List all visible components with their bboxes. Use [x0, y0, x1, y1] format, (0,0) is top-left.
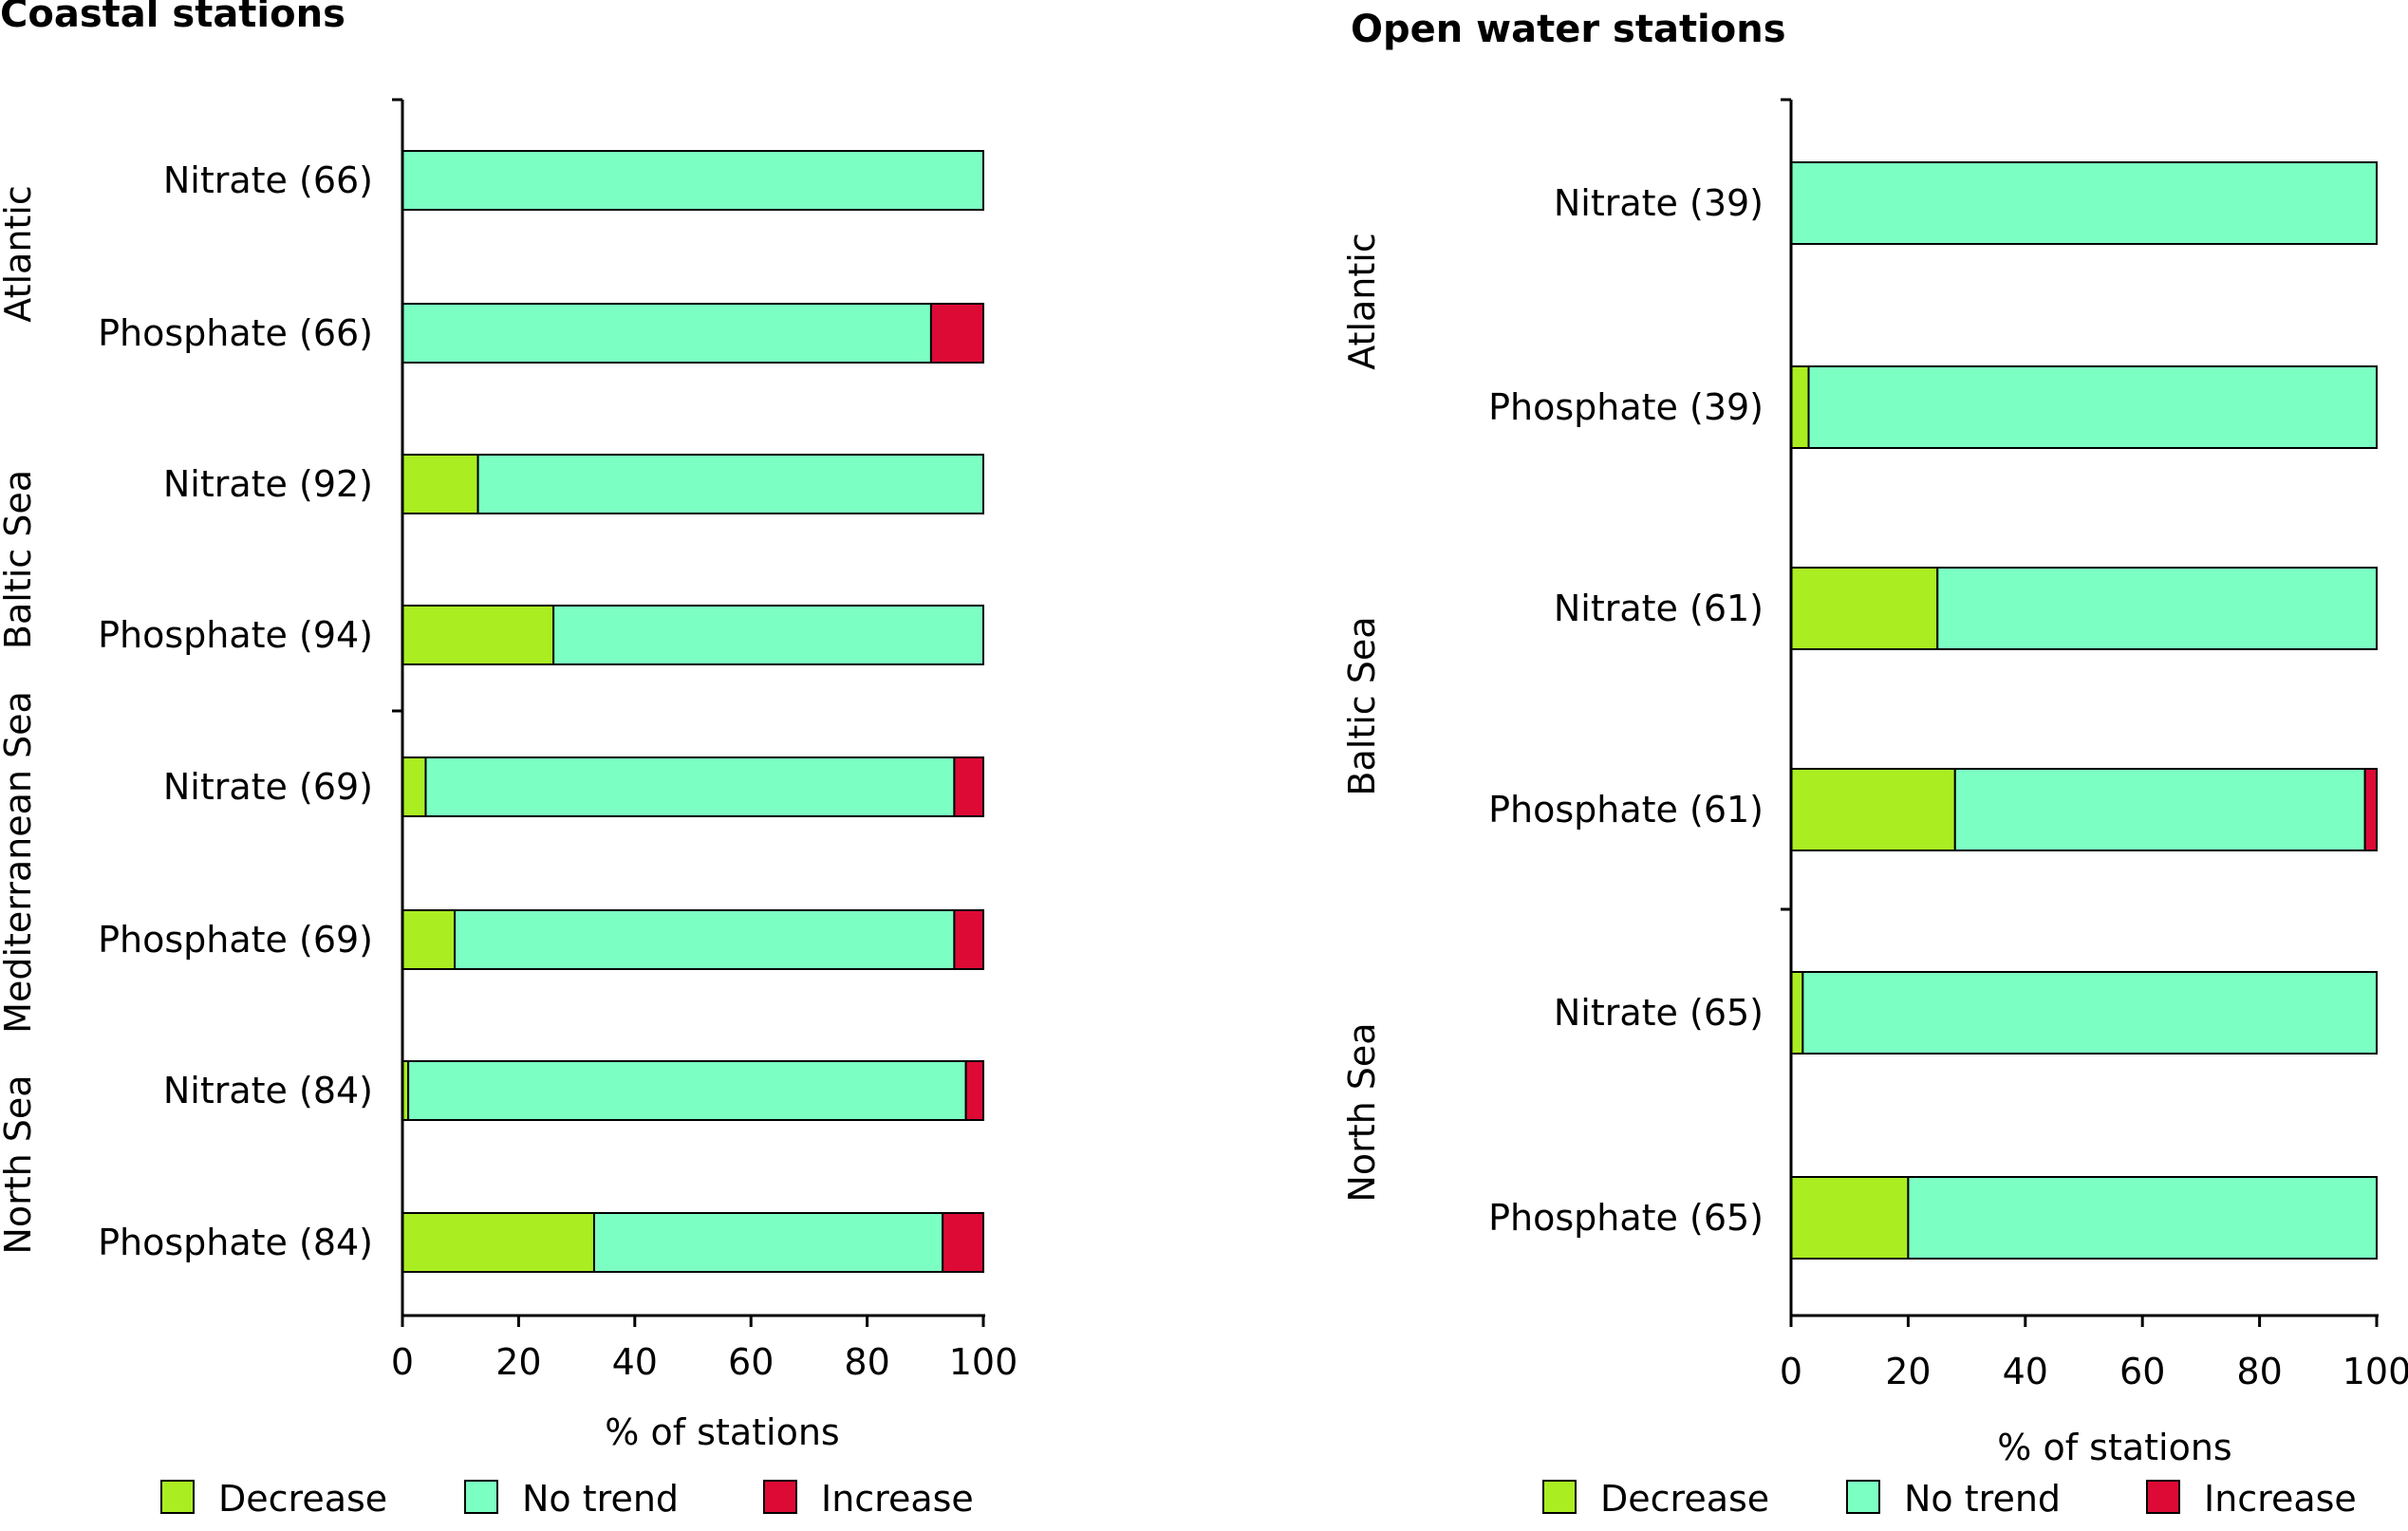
bar-segment-no-trend	[454, 909, 956, 970]
category-label: Phosphate (39)	[1488, 386, 1764, 428]
legend-swatch-decrease	[160, 1480, 195, 1514]
x-tick-label: 20	[495, 1341, 541, 1383]
bar-segment-decrease	[401, 1212, 595, 1273]
legend-label: Increase	[2204, 1478, 2357, 1520]
category-label: Phosphate (61)	[1488, 789, 1764, 831]
category-label: Nitrate (66)	[163, 159, 373, 201]
bar-segment-increase	[929, 303, 984, 364]
legend-swatch-no-trend	[1846, 1480, 1880, 1514]
category-label: Phosphate (84)	[98, 1222, 373, 1263]
open-water-chart-title: Open water stations	[1351, 8, 1786, 51]
x-tick-label: 40	[2003, 1351, 2048, 1392]
legend-label: No trend	[522, 1478, 679, 1520]
bar-segment-no-trend	[476, 454, 984, 514]
bar-segment-no-trend	[552, 605, 984, 665]
x-tick-label: 100	[2343, 1351, 2408, 1392]
category-label: Nitrate (61)	[1554, 588, 1764, 629]
bar-segment-no-trend	[1936, 567, 2378, 650]
bar-segment-decrease	[401, 756, 427, 817]
bar-segment-no-trend	[1953, 768, 2366, 851]
open-water-stations-panel: Open water stations Nitrate (39) Phosphat…	[1341, 8, 2408, 1520]
category-label: Nitrate (39)	[1554, 182, 1764, 224]
x-tick-label: 0	[391, 1341, 414, 1383]
group-label: Atlantic	[0, 185, 39, 323]
bar-segment-no-trend	[401, 150, 984, 211]
legend-swatch-increase	[763, 1480, 797, 1514]
coastal-x-axis-title: % of stations	[605, 1411, 839, 1453]
category-label: Nitrate (92)	[163, 463, 373, 505]
legend-swatch-increase	[2146, 1480, 2180, 1514]
group-label: Mediterranean Sea	[0, 691, 39, 1034]
bar-segment-no-trend	[1807, 365, 2378, 449]
bar-segment-no-trend	[424, 756, 956, 817]
x-tick-label: 80	[844, 1341, 889, 1383]
bar-segment-decrease	[1790, 365, 1810, 449]
group-label: Baltic Sea	[0, 470, 39, 649]
category-label: Nitrate (65)	[1554, 992, 1764, 1034]
group-label: North Sea	[0, 1074, 39, 1254]
bar-segment-decrease	[1790, 971, 1804, 1055]
legend-swatch-decrease	[1542, 1480, 1577, 1514]
x-tick-label: 40	[612, 1341, 658, 1383]
legend-label: Decrease	[1600, 1478, 1769, 1520]
category-label: Nitrate (84)	[163, 1070, 373, 1111]
x-tick-label: 20	[1885, 1351, 1931, 1392]
legend-label: Decrease	[218, 1478, 387, 1520]
group-label: North Sea	[1341, 1022, 1383, 1202]
bar-segment-no-trend	[1790, 161, 2378, 245]
legend-label: No trend	[1904, 1478, 2061, 1520]
bar-segment-no-trend	[1801, 971, 2378, 1055]
bar-segment-decrease	[1790, 768, 1956, 851]
bar-segment-no-trend	[401, 303, 932, 364]
bar-segment-decrease	[401, 605, 555, 665]
bar-segment-increase	[942, 1212, 984, 1273]
group-label: Baltic Sea	[1341, 616, 1383, 795]
category-label: Phosphate (94)	[98, 614, 373, 656]
category-label: Phosphate (66)	[98, 312, 373, 354]
bar-segment-decrease	[1790, 567, 1939, 650]
x-tick-label: 100	[949, 1341, 1018, 1383]
category-label: Phosphate (69)	[98, 919, 373, 961]
bar-segment-no-trend	[1907, 1176, 2379, 1260]
bar-segment-decrease	[1790, 1176, 1910, 1260]
coastal-chart-title: Coastal stations	[0, 0, 345, 36]
coastal-stations-panel: Coastal stations Nitrate (66) Phosphate (…	[0, 0, 1017, 1520]
bar-segment-increase	[953, 756, 985, 817]
bar-segment-increase	[953, 909, 985, 970]
bar-segment-decrease	[401, 909, 457, 970]
bar-segment-no-trend	[592, 1212, 944, 1273]
x-tick-label: 60	[728, 1341, 774, 1383]
legend-swatch-no-trend	[464, 1480, 498, 1514]
category-label: Nitrate (69)	[163, 766, 373, 808]
bar-segment-increase	[2363, 768, 2378, 851]
category-label: Phosphate (65)	[1488, 1197, 1764, 1239]
x-tick-label: 0	[1780, 1351, 1802, 1392]
x-tick-label: 60	[2119, 1351, 2165, 1392]
legend-label: Increase	[821, 1478, 974, 1520]
x-tick-label: 80	[2236, 1351, 2282, 1392]
bar-segment-no-trend	[407, 1060, 967, 1121]
group-label: Atlantic	[1341, 233, 1383, 370]
bar-segment-decrease	[401, 454, 479, 514]
open-water-x-axis-title: % of stations	[1997, 1427, 2231, 1468]
bar-segment-increase	[964, 1060, 985, 1121]
